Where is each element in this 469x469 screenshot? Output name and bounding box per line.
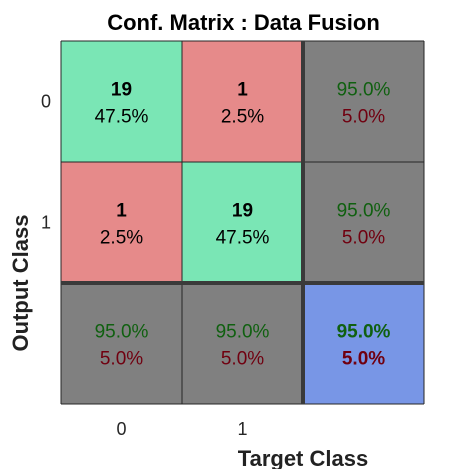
cell-background [303, 41, 424, 162]
summary-correct-rate: 95.0% [337, 80, 391, 101]
summary-correct-rate: 95.0% [337, 201, 391, 222]
summary-correct-rate: 95.0% [337, 322, 391, 343]
summary-correct-rate: 95.0% [216, 322, 270, 343]
matrix-cell-2-2: 95.0% 5.0% [303, 283, 424, 404]
cell-count: 19 [232, 201, 253, 222]
cell-percent: 47.5% [216, 228, 270, 249]
summary-error-rate: 5.0% [342, 349, 385, 370]
summary-correct-rate: 95.0% [95, 322, 149, 343]
cell-count: 1 [237, 80, 248, 101]
y-tick-label: 0 [41, 92, 51, 112]
matrix-cell-2-0: 95.0% 5.0% [61, 283, 182, 404]
matrix-cells: 19 47.5% 1 2.5% 95.0% 5.0% 1 2.5% 19 47.5% 95.0% 5.… [61, 41, 424, 404]
cell-background [61, 41, 182, 162]
summary-error-rate: 5.0% [342, 228, 385, 249]
cell-background [303, 162, 424, 283]
cell-background [182, 162, 303, 283]
cell-background [61, 162, 182, 283]
y-tick-label: 1 [41, 213, 51, 233]
matrix-cell-1-0: 1 2.5% [61, 162, 182, 283]
summary-error-rate: 5.0% [221, 349, 264, 370]
x-axis-label: Target Class [238, 446, 368, 469]
chart-title: Conf. Matrix : Data Fusion [107, 10, 380, 35]
cell-count: 1 [116, 201, 127, 222]
matrix-cell-1-1: 19 47.5% [182, 162, 303, 283]
matrix-cell-0-0: 19 47.5% [61, 41, 182, 162]
x-tick-label: 1 [237, 419, 247, 439]
matrix-cell-1-2: 95.0% 5.0% [303, 162, 424, 283]
cell-count: 19 [111, 80, 132, 101]
cell-background [182, 41, 303, 162]
cell-background [182, 283, 303, 404]
matrix-cell-2-1: 95.0% 5.0% [182, 283, 303, 404]
summary-error-rate: 5.0% [342, 107, 385, 128]
matrix-cell-0-1: 1 2.5% [182, 41, 303, 162]
matrix-grid [60, 40, 425, 405]
cell-background [303, 283, 424, 404]
y-axis-label: Output Class [8, 215, 33, 352]
matrix-cell-0-2: 95.0% 5.0% [303, 41, 424, 162]
cell-percent: 47.5% [95, 107, 149, 128]
cell-percent: 2.5% [100, 228, 143, 249]
cell-percent: 2.5% [221, 107, 264, 128]
x-tick-label: 0 [116, 419, 126, 439]
axis-ticks: 0 1 0 1 [41, 92, 248, 440]
summary-error-rate: 5.0% [100, 349, 143, 370]
cell-background [61, 283, 182, 404]
